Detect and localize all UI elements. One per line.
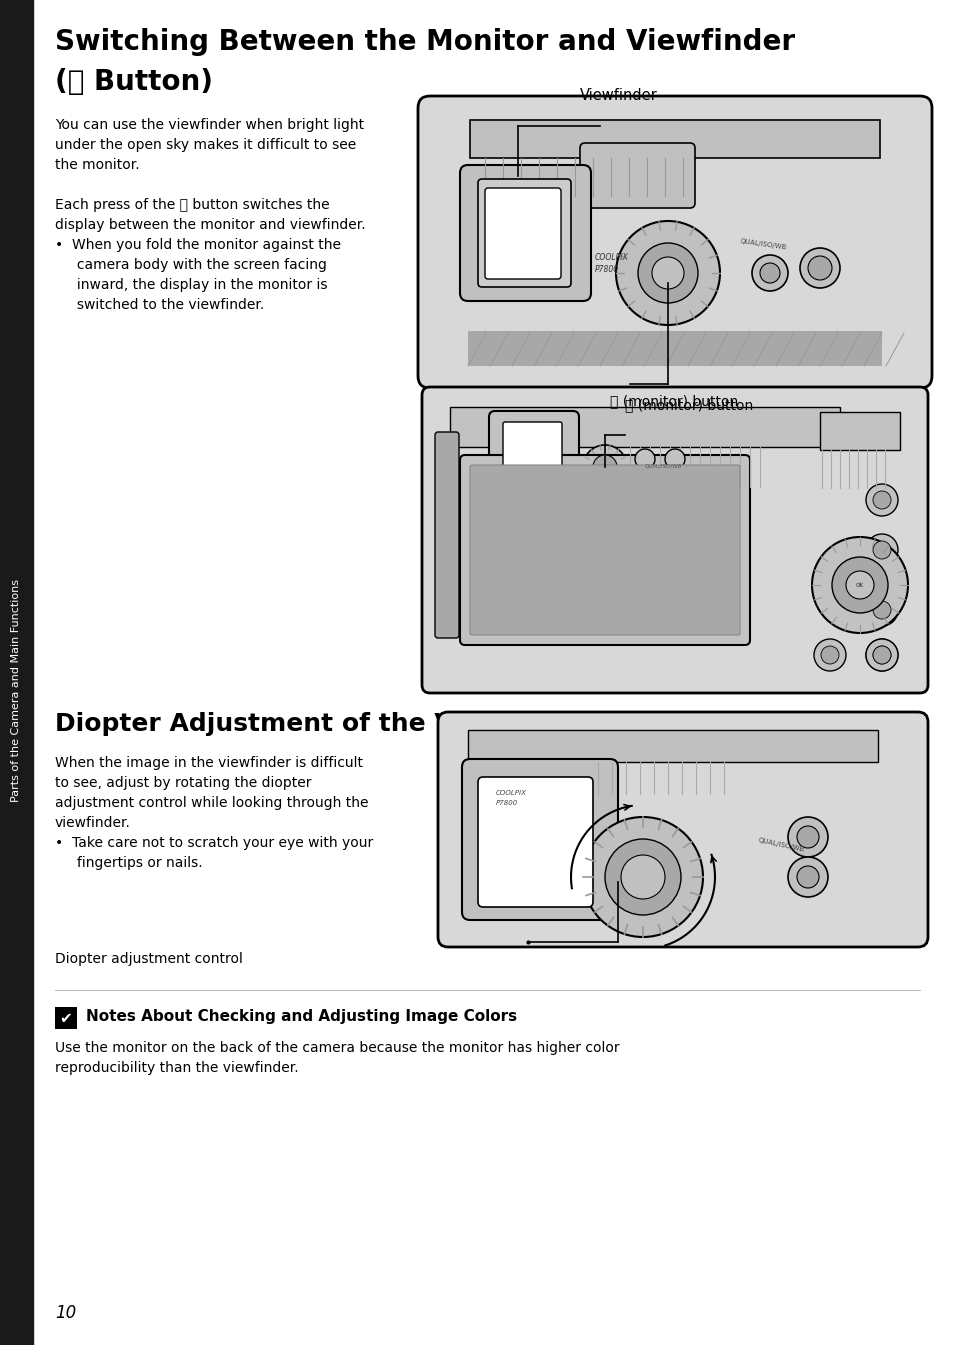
Bar (470, 120, 879, 157)
Circle shape (872, 491, 890, 508)
FancyBboxPatch shape (489, 412, 578, 483)
Text: QUAL/ISO/WB: QUAL/ISO/WB (644, 463, 681, 468)
Text: to see, adjust by rotating the diopter: to see, adjust by rotating the diopter (55, 776, 312, 790)
Circle shape (811, 537, 907, 633)
Text: •  Take care not to scratch your eye with your: • Take care not to scratch your eye with… (55, 837, 373, 850)
Text: P7800: P7800 (496, 800, 517, 806)
Circle shape (582, 445, 626, 490)
Bar (468, 331, 882, 366)
Circle shape (813, 639, 845, 671)
Text: ok: ok (855, 582, 863, 588)
Circle shape (593, 455, 617, 479)
FancyBboxPatch shape (421, 387, 927, 693)
FancyBboxPatch shape (502, 422, 561, 472)
Circle shape (751, 256, 787, 291)
Circle shape (865, 594, 897, 625)
Circle shape (635, 449, 655, 469)
Text: ✔: ✔ (59, 1010, 72, 1025)
FancyBboxPatch shape (459, 455, 749, 646)
Text: QUAL/ISO/WB: QUAL/ISO/WB (740, 238, 787, 250)
Text: Parts of the Camera and Main Functions: Parts of the Camera and Main Functions (11, 578, 21, 802)
Text: Notes About Checking and Adjusting Image Colors: Notes About Checking and Adjusting Image… (86, 1009, 517, 1024)
Circle shape (796, 866, 818, 888)
Text: You can use the viewfinder when bright light: You can use the viewfinder when bright l… (55, 118, 364, 132)
Text: the monitor.: the monitor. (55, 157, 139, 172)
Circle shape (800, 247, 840, 288)
Circle shape (865, 639, 897, 671)
FancyBboxPatch shape (435, 432, 458, 638)
Circle shape (865, 484, 897, 516)
Text: adjustment control while looking through the: adjustment control while looking through… (55, 796, 368, 810)
Circle shape (831, 557, 887, 613)
Text: QUAL/ISO/WB: QUAL/ISO/WB (758, 837, 804, 853)
Circle shape (787, 816, 827, 857)
Text: •  When you fold the monitor against the: • When you fold the monitor against the (55, 238, 340, 252)
FancyBboxPatch shape (484, 188, 560, 278)
Circle shape (616, 221, 720, 325)
FancyBboxPatch shape (477, 777, 593, 907)
Text: display between the monitor and viewfinder.: display between the monitor and viewfind… (55, 218, 365, 231)
Bar (468, 730, 877, 763)
Bar (55, 1007, 77, 1029)
Bar (820, 412, 899, 451)
Text: reproducibility than the viewfinder.: reproducibility than the viewfinder. (55, 1061, 298, 1075)
FancyBboxPatch shape (417, 95, 931, 387)
Text: fingertips or nails.: fingertips or nails. (55, 855, 202, 870)
FancyBboxPatch shape (477, 179, 571, 286)
Text: Diopter adjustment control: Diopter adjustment control (55, 952, 243, 966)
Circle shape (807, 256, 831, 280)
Circle shape (872, 601, 890, 619)
Circle shape (604, 839, 680, 915)
Text: P7800: P7800 (595, 265, 618, 274)
Text: camera body with the screen facing: camera body with the screen facing (55, 258, 327, 272)
Circle shape (651, 257, 683, 289)
Text: (⧉ Button): (⧉ Button) (55, 69, 213, 95)
Text: Viewfinder: Viewfinder (579, 87, 657, 104)
FancyBboxPatch shape (579, 143, 695, 208)
Text: Diopter Adjustment of the Viewfinder: Diopter Adjustment of the Viewfinder (55, 712, 586, 736)
Text: ⧉ (monitor) button: ⧉ (monitor) button (609, 394, 738, 408)
FancyBboxPatch shape (459, 165, 590, 301)
Text: Use the monitor on the back of the camera because the monitor has higher color: Use the monitor on the back of the camer… (55, 1041, 619, 1054)
Circle shape (872, 646, 890, 664)
Bar (0, 0, 33, 1345)
Circle shape (664, 449, 684, 469)
Text: COOLPIX: COOLPIX (595, 253, 628, 262)
Circle shape (787, 857, 827, 897)
Circle shape (845, 572, 873, 599)
Circle shape (865, 534, 897, 566)
Text: under the open sky makes it difficult to see: under the open sky makes it difficult to… (55, 139, 355, 152)
Circle shape (821, 646, 838, 664)
Text: inward, the display in the monitor is: inward, the display in the monitor is (55, 278, 327, 292)
Circle shape (620, 855, 664, 898)
Circle shape (872, 541, 890, 560)
Circle shape (872, 646, 890, 664)
Text: ⧉ (monitor) button: ⧉ (monitor) button (624, 398, 753, 412)
Circle shape (796, 826, 818, 847)
Text: switched to the viewfinder.: switched to the viewfinder. (55, 299, 264, 312)
FancyBboxPatch shape (437, 712, 927, 947)
Text: Switching Between the Monitor and Viewfinder: Switching Between the Monitor and Viewfi… (55, 28, 794, 56)
Circle shape (638, 243, 698, 303)
Text: 10: 10 (55, 1305, 76, 1322)
Circle shape (760, 264, 780, 282)
FancyBboxPatch shape (470, 465, 740, 635)
FancyBboxPatch shape (461, 759, 618, 920)
Bar (450, 408, 840, 447)
Text: COOLPIX: COOLPIX (496, 790, 526, 796)
Text: Each press of the ⧉ button switches the: Each press of the ⧉ button switches the (55, 198, 330, 213)
Circle shape (582, 816, 702, 937)
Text: viewfinder.: viewfinder. (55, 816, 131, 830)
Circle shape (865, 639, 897, 671)
Text: When the image in the viewfinder is difficult: When the image in the viewfinder is diff… (55, 756, 363, 769)
